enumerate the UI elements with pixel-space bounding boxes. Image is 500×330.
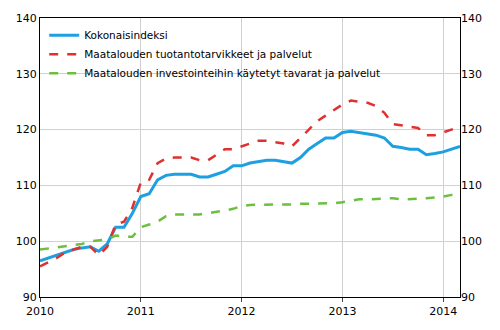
svg-text:120: 120: [16, 123, 37, 136]
svg-text:110: 110: [461, 179, 482, 192]
svg-text:Maatalouden investointeihin kä: Maatalouden investointeihin käytetyt tav…: [84, 67, 380, 79]
svg-text:Maatalouden tuotantotarvikkeet: Maatalouden tuotantotarvikkeet ja palvel…: [84, 48, 312, 60]
svg-text:2012: 2012: [228, 305, 256, 318]
svg-text:2014: 2014: [429, 305, 457, 318]
svg-text:130: 130: [16, 68, 37, 81]
svg-text:100: 100: [16, 235, 37, 248]
svg-text:90: 90: [23, 291, 37, 304]
svg-text:2011: 2011: [127, 305, 155, 318]
svg-text:130: 130: [461, 68, 482, 81]
svg-text:100: 100: [461, 235, 482, 248]
svg-text:140: 140: [16, 12, 37, 25]
svg-text:110: 110: [16, 179, 37, 192]
svg-text:2010: 2010: [26, 305, 54, 318]
svg-text:120: 120: [461, 123, 482, 136]
svg-text:90: 90: [461, 291, 475, 304]
svg-text:140: 140: [461, 12, 482, 25]
svg-text:Kokonaisindeksi: Kokonaisindeksi: [84, 29, 168, 41]
svg-text:2013: 2013: [328, 305, 356, 318]
